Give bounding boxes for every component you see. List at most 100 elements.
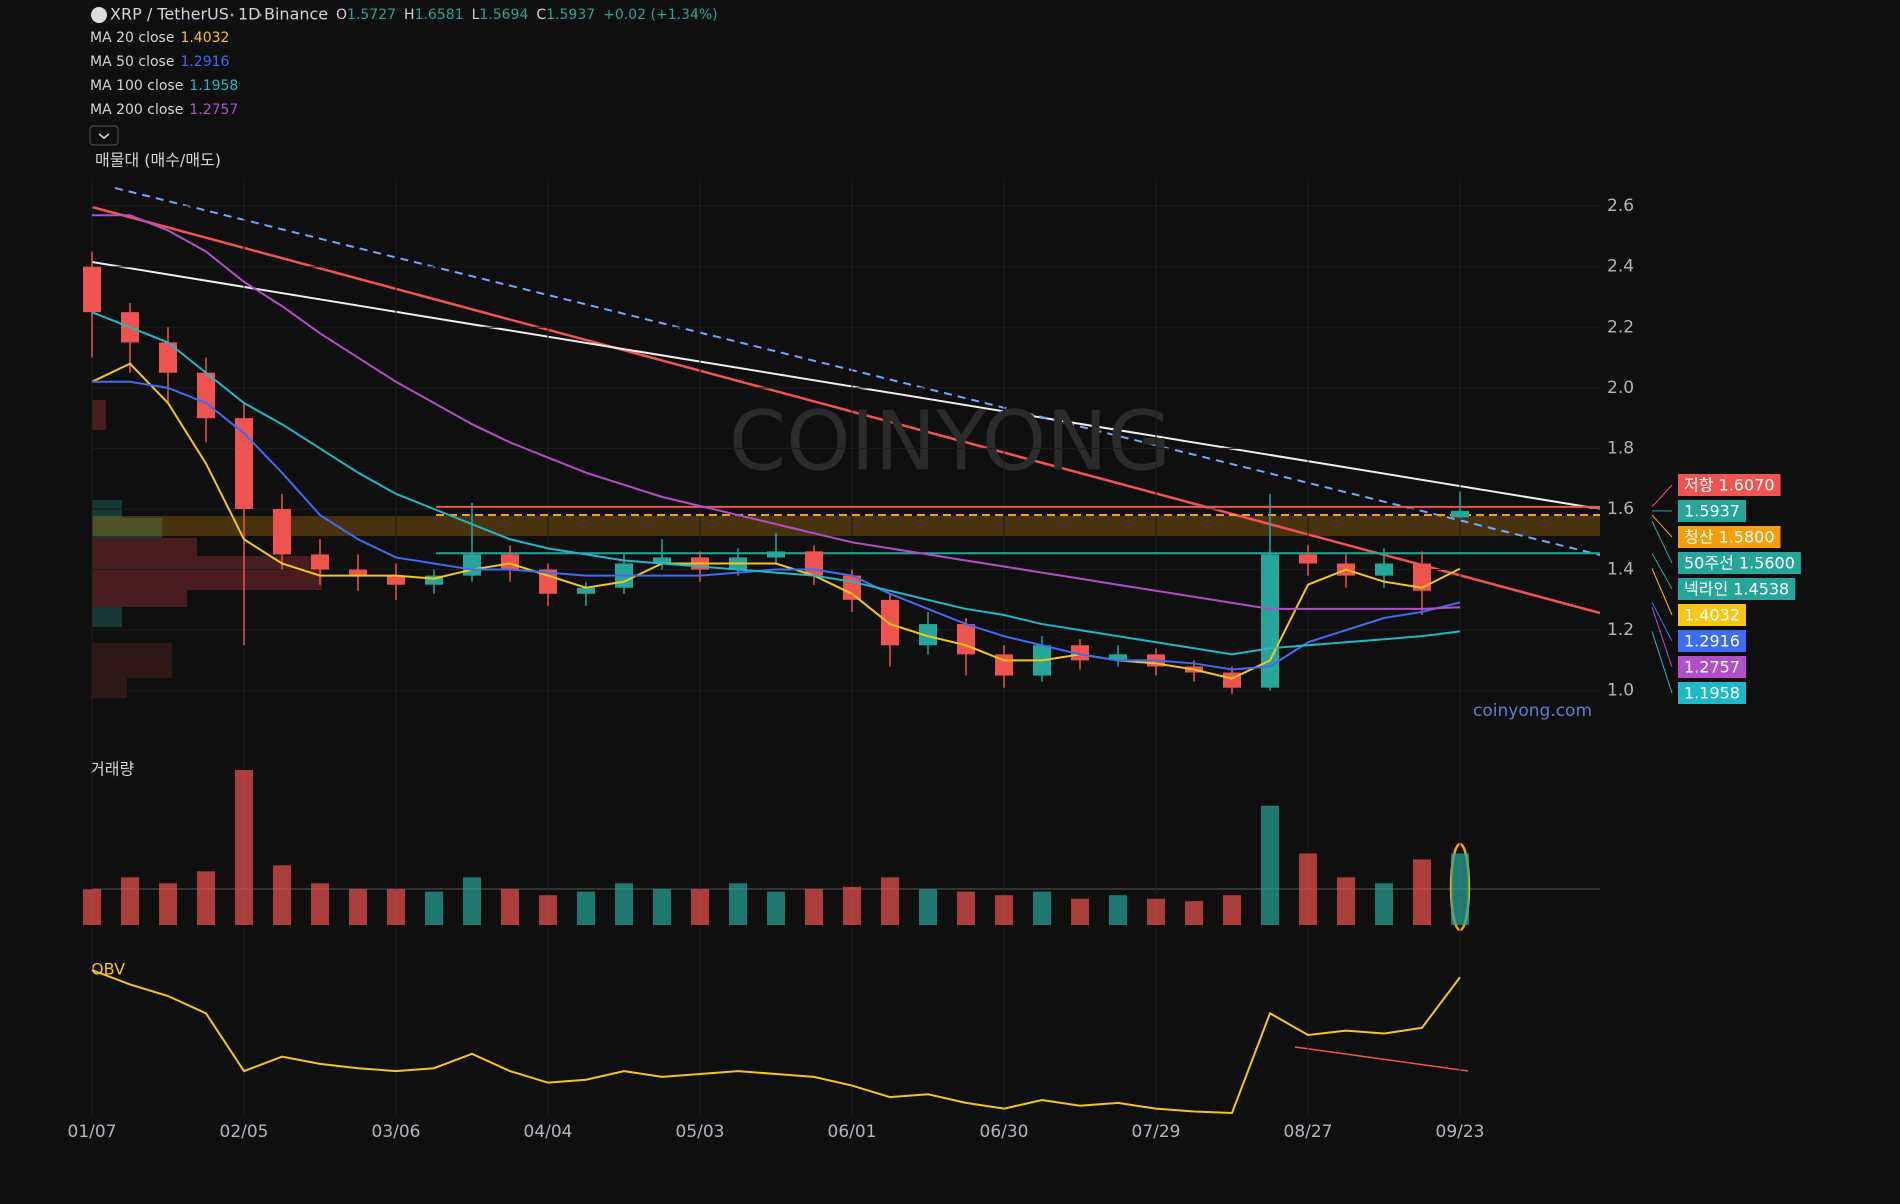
price-tag-label: 50주선 1.5600: [1684, 554, 1795, 573]
volume-bar: [1147, 899, 1165, 925]
y-tick-label: 1.4: [1607, 560, 1634, 580]
volume-title: 거래량: [90, 760, 134, 779]
candle-body: [311, 554, 329, 569]
candle-body: [235, 418, 253, 509]
tag-connector: [1652, 521, 1672, 563]
ma-name: MA 20 close: [90, 30, 174, 46]
ma-name: MA 100 close: [90, 78, 183, 94]
trendline: [1295, 1047, 1468, 1071]
candle-body: [805, 551, 823, 575]
price-tag-label: 1.2916: [1684, 632, 1740, 651]
x-tick-label: 03/06: [372, 1122, 421, 1142]
symbol-icon: [91, 7, 107, 23]
ma-legend-item: MA 100 close 1.1958: [90, 78, 238, 94]
ma-legend-item: MA 20 close 1.4032: [90, 30, 229, 46]
tag-connector: [1652, 485, 1672, 507]
y-tick-label: 1.2: [1607, 620, 1634, 640]
x-tick-label: 07/29: [1132, 1122, 1181, 1142]
tag-connector: [1652, 553, 1672, 589]
separator: [231, 14, 234, 17]
source: coinyong.com: [1473, 701, 1592, 721]
ohlc-item: L: [472, 7, 480, 23]
ma-value: 1.2757: [189, 102, 238, 118]
price-tag-label: 청산 1.5800: [1684, 528, 1775, 547]
price-tag-label: 넥라인 1.4538: [1684, 580, 1789, 599]
ohlc-item: +0.02 (+1.34%): [603, 7, 717, 23]
collapse-button[interactable]: [90, 126, 118, 145]
ma-legend-item: MA 50 close 1.2916: [90, 54, 230, 70]
ohlc-item: 1.5727: [347, 7, 396, 23]
tag-connector: [1652, 515, 1672, 537]
volume-bar: [919, 889, 937, 925]
volume-bar: [1261, 806, 1279, 925]
volume-bar: [881, 877, 899, 925]
ma-value: 1.4032: [180, 30, 229, 46]
ma-value: 1.2916: [180, 54, 229, 70]
x-tick-label: 06/01: [828, 1122, 877, 1142]
volume-bar: [1299, 853, 1317, 925]
volume-bar: [539, 895, 557, 925]
zone: [92, 516, 1600, 536]
volume-bar: [159, 883, 177, 925]
ma-value: 1.1958: [189, 78, 238, 94]
x-tick-label: 05/03: [676, 1122, 725, 1142]
x-tick-label: 02/05: [220, 1122, 269, 1142]
x-tick-label: 01/07: [68, 1122, 117, 1142]
volume-bar: [615, 883, 633, 925]
price-tag-label: 1.1958: [1684, 684, 1740, 703]
ma-name: MA 50 close: [90, 54, 174, 70]
volume-bar: [387, 889, 405, 925]
ma-legend: MA 20 close 1.4032 MA 50 close 1.2916 MA 100…: [90, 30, 238, 118]
y-tick-label: 1.6: [1607, 499, 1634, 519]
volume-bar: [653, 889, 671, 925]
ohlc-item: O: [336, 7, 347, 23]
volume-bar: [1337, 877, 1355, 925]
x-tick-label: 09/23: [1436, 1122, 1485, 1142]
volume-bar: [767, 892, 785, 925]
volume-bar: [311, 883, 329, 925]
volume-bar: [729, 883, 747, 925]
symbol: XRP / TetherUS: [110, 5, 229, 24]
ohlc-item: H: [404, 7, 415, 23]
x-tick-label: 04/04: [524, 1122, 573, 1142]
volume-bar: [1071, 899, 1089, 925]
volume-bar: [1223, 895, 1241, 925]
obv-line: [92, 970, 1460, 1113]
volume-bar: [121, 877, 139, 925]
price-tag-label: 저항 1.6070: [1684, 476, 1775, 495]
candle-body: [273, 509, 291, 554]
x-tick-label: 08/27: [1284, 1122, 1333, 1142]
volume-bar: [273, 865, 291, 925]
candle-body: [881, 600, 899, 645]
volume-bar: [1413, 859, 1431, 925]
tag-connector: [1652, 607, 1672, 667]
volume-bar: [995, 895, 1013, 925]
x-tick-label: 06/30: [980, 1122, 1029, 1142]
y-tick-label: 2.6: [1607, 196, 1634, 216]
volume-bar: [1109, 895, 1127, 925]
candle-body: [1299, 554, 1317, 563]
tag-connector: [1652, 631, 1672, 693]
volume-bar: [1033, 892, 1051, 925]
separator: [259, 14, 262, 17]
volume-bar: [577, 892, 595, 925]
y-tick-label: 2.2: [1607, 317, 1634, 337]
candle-body: [83, 267, 101, 312]
interval: 1D: [238, 5, 261, 24]
volume-bar: [235, 770, 253, 925]
candle-body: [957, 624, 975, 654]
price-tag-label: 1.5937: [1684, 502, 1740, 521]
price-tag-label: 1.4032: [1684, 606, 1740, 625]
volume-bar: [1185, 901, 1203, 925]
candle-body: [1375, 564, 1393, 576]
volume-bar: [1375, 883, 1393, 925]
y-tick-label: 1.0: [1607, 681, 1634, 701]
candle-body: [501, 554, 519, 569]
volume-bar: [691, 889, 709, 925]
y-tick-label: 2.4: [1607, 257, 1634, 277]
volume-bar: [349, 889, 367, 925]
